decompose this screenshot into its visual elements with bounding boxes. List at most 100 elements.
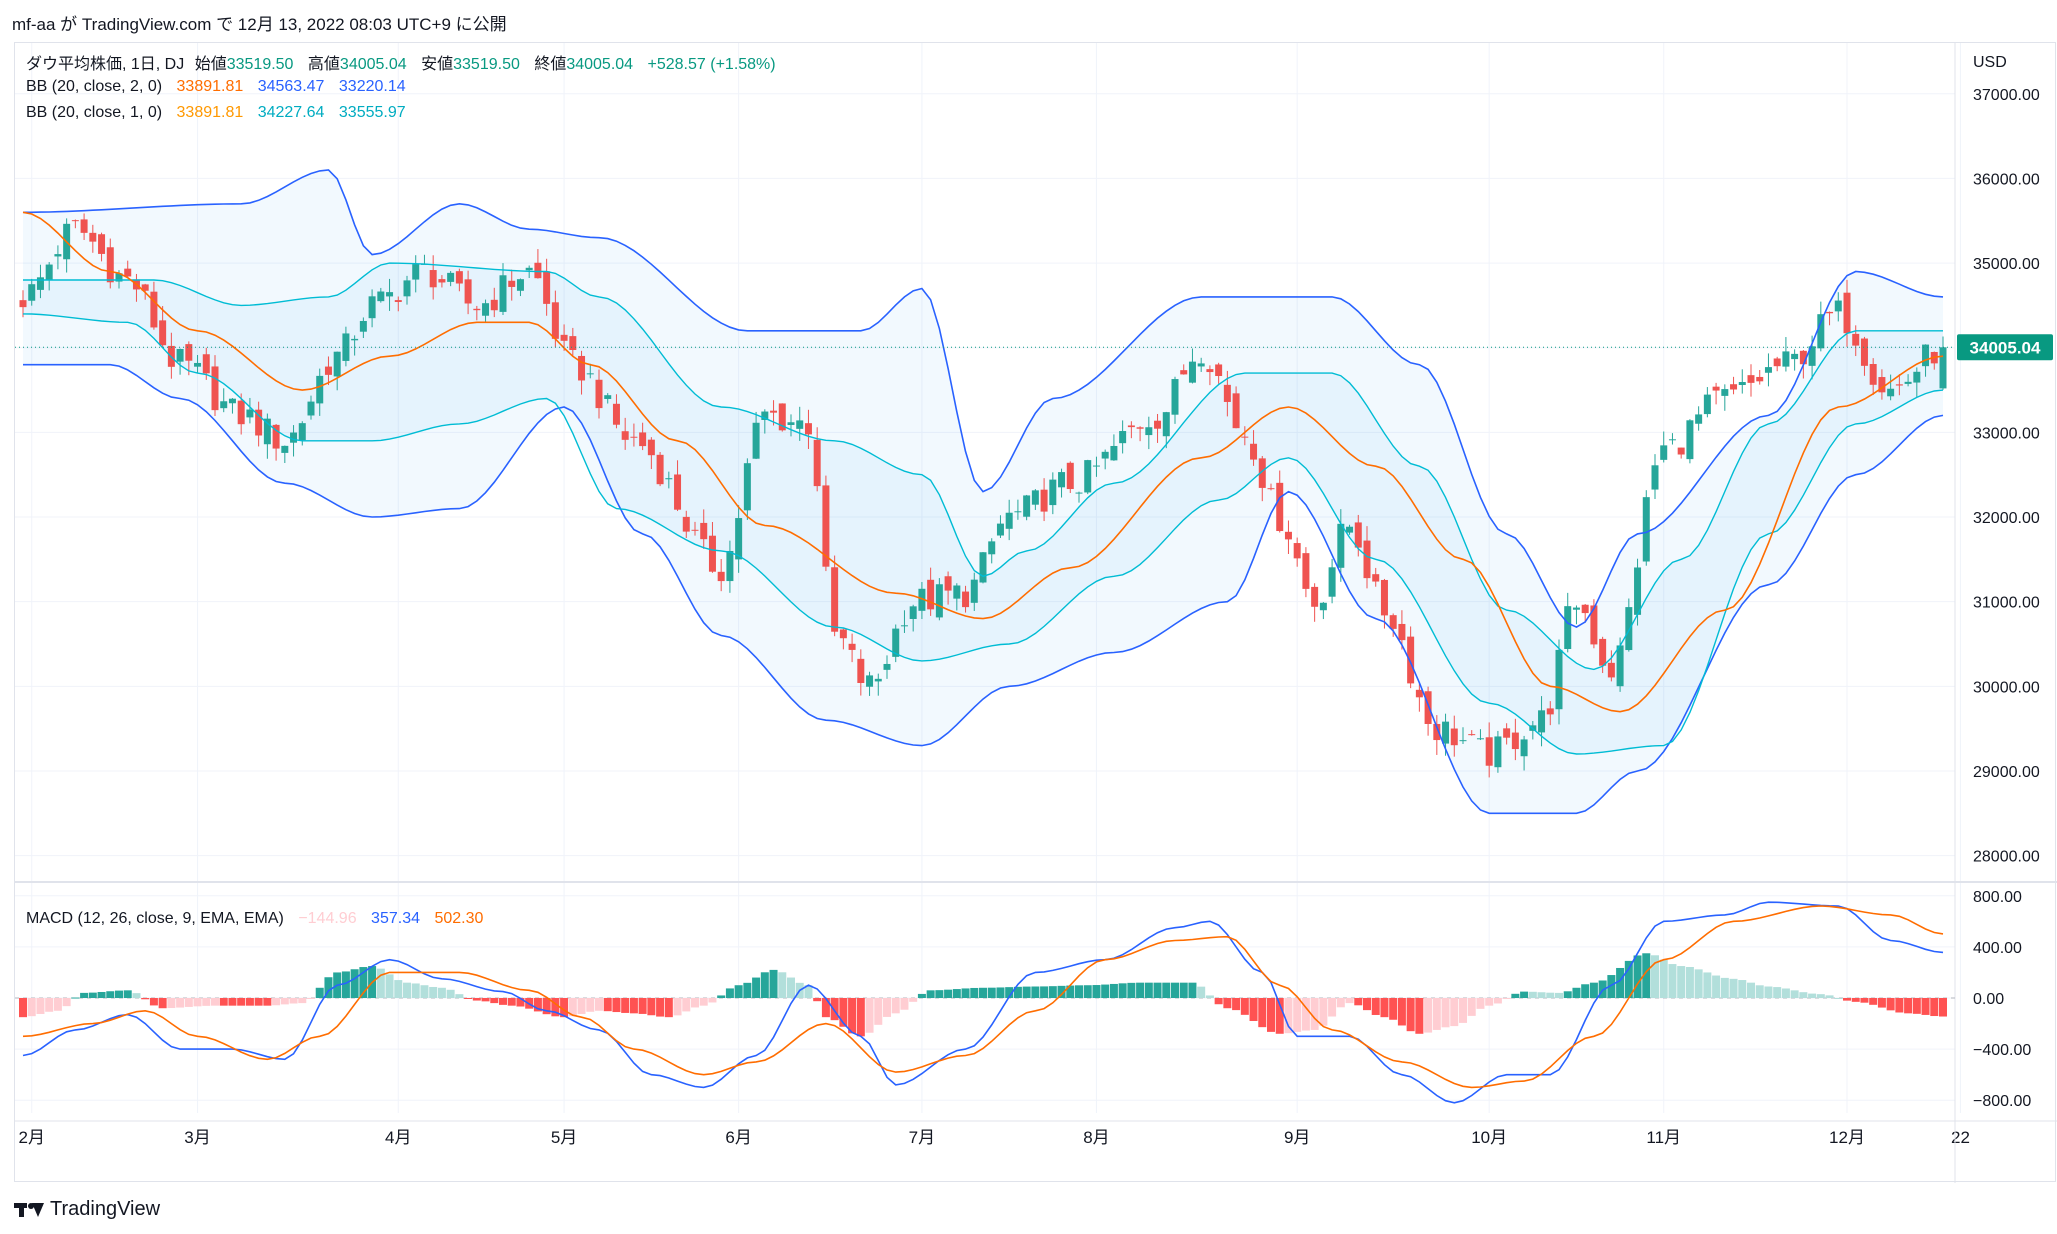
candle[interactable] <box>839 629 847 639</box>
candle[interactable] <box>578 355 586 381</box>
candle[interactable] <box>281 445 289 453</box>
candle[interactable] <box>831 567 839 632</box>
candle[interactable] <box>1023 495 1031 517</box>
candle[interactable] <box>1084 460 1092 493</box>
candle[interactable] <box>1572 607 1580 610</box>
candle[interactable] <box>1389 615 1397 629</box>
candle[interactable] <box>691 529 699 531</box>
candle[interactable] <box>316 375 324 404</box>
candle[interactable] <box>1555 649 1563 710</box>
candle[interactable] <box>595 379 603 409</box>
candle[interactable] <box>674 474 682 510</box>
candle[interactable] <box>1546 708 1554 715</box>
candle[interactable] <box>1380 579 1388 616</box>
candle[interactable] <box>1267 488 1275 490</box>
candle[interactable] <box>1415 689 1423 698</box>
candle[interactable] <box>246 409 254 418</box>
candle[interactable] <box>1826 311 1834 314</box>
candle[interactable] <box>71 220 79 222</box>
candle[interactable] <box>1180 370 1188 375</box>
candle[interactable] <box>1782 351 1790 367</box>
candle[interactable] <box>1721 389 1729 396</box>
candle[interactable] <box>54 254 62 257</box>
candle[interactable] <box>1398 623 1406 641</box>
candle[interactable] <box>1939 347 1947 389</box>
candle[interactable] <box>752 422 760 459</box>
candle[interactable] <box>1049 479 1057 506</box>
candle[interactable] <box>124 268 132 277</box>
candle[interactable] <box>1485 737 1493 766</box>
candle[interactable] <box>1284 531 1292 540</box>
candle[interactable] <box>1764 367 1772 373</box>
candle[interactable] <box>604 395 612 399</box>
candle[interactable] <box>1171 379 1179 415</box>
candle[interactable] <box>1127 425 1135 428</box>
candle[interactable] <box>1328 567 1336 597</box>
candle[interactable] <box>892 628 900 657</box>
candle[interactable] <box>508 280 516 287</box>
candle[interactable] <box>19 300 27 308</box>
candle[interactable] <box>1433 723 1441 741</box>
candle[interactable] <box>464 279 472 304</box>
candle[interactable] <box>333 351 341 377</box>
candle[interactable] <box>1607 662 1615 678</box>
candle[interactable] <box>1241 436 1249 438</box>
candle[interactable] <box>150 291 158 328</box>
candle[interactable] <box>848 643 856 650</box>
candle[interactable] <box>1703 394 1711 415</box>
candle[interactable] <box>516 279 524 291</box>
candle[interactable] <box>194 362 202 367</box>
candle[interactable] <box>1206 369 1214 373</box>
candle[interactable] <box>298 423 306 441</box>
candle[interactable] <box>1843 292 1851 334</box>
candle[interactable] <box>630 436 638 438</box>
candle[interactable] <box>429 270 437 288</box>
symbol-label[interactable]: ダウ平均株価, 1日, DJ <box>26 56 185 73</box>
candle[interactable] <box>1730 384 1738 390</box>
candle[interactable] <box>918 588 926 611</box>
bb2-legend[interactable]: BB (20, close, 2, 0) 33891.81 34563.47 3… <box>26 78 416 96</box>
candle[interactable] <box>1092 465 1100 467</box>
candle[interactable] <box>988 541 996 555</box>
candle[interactable] <box>237 400 245 425</box>
candle[interactable] <box>927 579 935 610</box>
candle[interactable] <box>1634 567 1642 615</box>
candle[interactable] <box>979 552 987 583</box>
candle[interactable] <box>708 535 716 572</box>
candle[interactable] <box>813 439 821 487</box>
candle[interactable] <box>569 336 577 351</box>
candle[interactable] <box>1293 543 1301 559</box>
candle[interactable] <box>1154 420 1162 429</box>
candle[interactable] <box>1581 604 1589 614</box>
candle[interactable] <box>220 401 228 409</box>
candle[interactable] <box>1834 300 1842 312</box>
candle[interactable] <box>682 516 690 532</box>
candle[interactable] <box>525 267 533 271</box>
candle[interactable] <box>1860 338 1868 366</box>
candle[interactable] <box>1922 344 1930 367</box>
candle[interactable] <box>342 333 350 361</box>
candle[interactable] <box>1904 381 1912 384</box>
candle[interactable] <box>1302 553 1310 589</box>
candle[interactable] <box>1817 314 1825 349</box>
candle[interactable] <box>1258 458 1266 488</box>
candle[interactable] <box>394 300 402 302</box>
candle[interactable] <box>717 571 725 582</box>
candle[interactable] <box>761 411 769 420</box>
candle[interactable] <box>1695 414 1703 424</box>
candle[interactable] <box>944 576 952 591</box>
candle[interactable] <box>1642 497 1650 562</box>
candle[interactable] <box>1442 721 1450 744</box>
candle[interactable] <box>386 292 394 297</box>
candle[interactable] <box>159 320 167 346</box>
candle[interactable] <box>98 234 106 254</box>
candle[interactable] <box>359 320 367 332</box>
candle[interactable] <box>1494 736 1502 768</box>
candle[interactable] <box>996 523 1004 536</box>
macd-legend[interactable]: MACD (12, 26, close, 9, EMA, EMA) −144.9… <box>26 910 493 928</box>
candle[interactable] <box>1407 636 1415 684</box>
candle[interactable] <box>1250 443 1258 460</box>
candle[interactable] <box>1058 472 1066 488</box>
candle[interactable] <box>787 422 795 425</box>
candle[interactable] <box>796 420 804 429</box>
